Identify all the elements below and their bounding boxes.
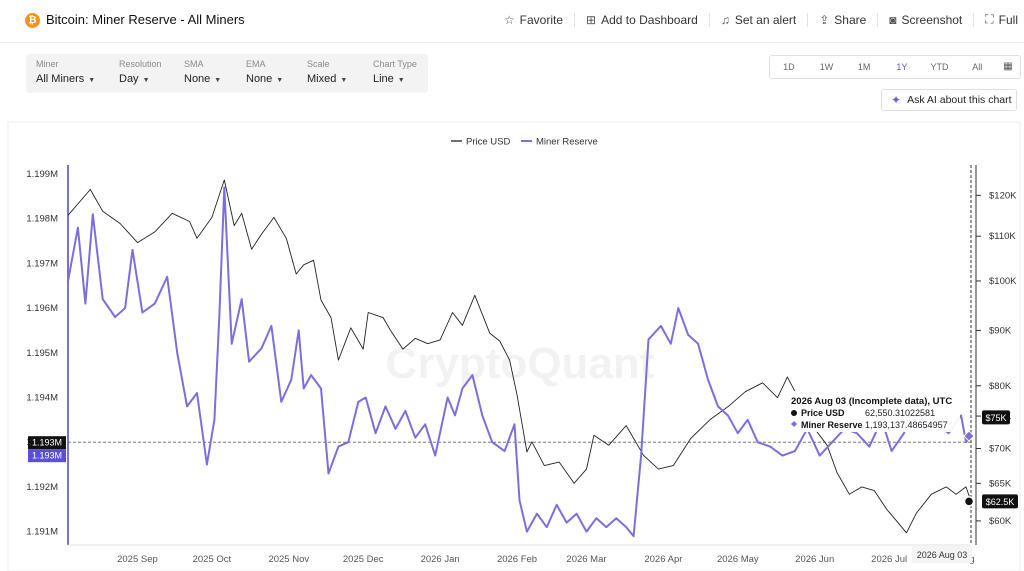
range-1y-button[interactable]: 1Y [896, 62, 908, 72]
price-tag-75k-bg [982, 410, 1010, 425]
x-tick-label: 2026 Apr [644, 554, 682, 565]
tooltip-reserve-marker [791, 421, 797, 427]
price-tag-current-bg [982, 494, 1018, 509]
bell-icon: ♫ [720, 12, 730, 27]
left-tick-label: 1.196M [26, 303, 58, 314]
crosshair-x-label-bg [912, 546, 972, 563]
tooltip-price-name: Price USD [801, 408, 845, 418]
price-end-marker [963, 496, 975, 507]
range-all-button[interactable]: All [972, 62, 983, 72]
scale-dropdown[interactable]: Scale Mixed ▼ [307, 59, 348, 85]
ask-ai-button[interactable]: ✦ Ask AI about this chart [881, 89, 1017, 111]
time-range-selector: 1D 1W 1M 1Y YTD All ▦ [769, 55, 1021, 79]
sma-dropdown[interactable]: SMA None ▼ [184, 59, 222, 85]
range-1m-button[interactable]: 1M [857, 62, 871, 72]
legend-label-reserve: Miner Reserve [536, 137, 598, 148]
series-line-miner-reserve [67, 186, 972, 538]
crosshair-x-label: 2026 Aug 03 [917, 550, 968, 560]
x-tick-label: 2025 Dec [343, 554, 384, 565]
right-tick-label: $90K [989, 325, 1012, 336]
chart-filters: Miner All Miners ▼ Resolution Day ▼ SMA None ▼… [26, 54, 428, 93]
series-line-price-usd [67, 179, 972, 534]
range-1w-button[interactable]: 1W [819, 62, 834, 72]
reserve-value-label: 1.193M [32, 451, 62, 461]
x-tick-label: 2025 Nov [268, 554, 309, 565]
header-bar: ₿ Bitcoin: Miner Reserve - All Miners ☆ F… [0, 0, 1024, 43]
share-button[interactable]: ⇪ Share [808, 12, 879, 27]
page-title: Bitcoin: Miner Reserve - All Miners [46, 12, 245, 27]
watermark: CryptoQuant [386, 339, 655, 388]
screenshot-button[interactable]: ◙ Screenshot [878, 12, 975, 27]
price-tag-75k: $75K [985, 413, 1006, 423]
resolution-dropdown[interactable]: Resolution Day ▼ [119, 59, 162, 85]
left-tick-label: 1.191M [26, 527, 58, 538]
left-tick-label: 1.197M [26, 258, 58, 269]
chart-frame [7, 121, 1021, 571]
right-tick-label: $110K [989, 231, 1016, 242]
crosshair-y-label-bg [28, 436, 66, 450]
right-tick-label: $70K [989, 443, 1012, 454]
price-tag-current: $62.5K [986, 497, 1015, 507]
x-tick-label: 2026 May [717, 554, 759, 565]
x-tick-label: 2026 Jun [795, 554, 834, 565]
chevron-down-icon: ▼ [397, 77, 405, 84]
left-tick-label: 1.192M [26, 482, 58, 493]
sparkle-icon: ✦ [891, 93, 902, 107]
crosshair-y-label: 1.193M [32, 438, 62, 448]
dashboard-add-icon: ⊞ [586, 12, 597, 27]
add-to-dashboard-button[interactable]: ⊞ Add to Dashboard [575, 12, 710, 27]
range-ytd-button[interactable]: YTD [930, 62, 949, 72]
share-icon: ⇪ [819, 12, 830, 27]
left-tick-label: 1.194M [26, 392, 58, 403]
camera-icon: ◙ [889, 12, 897, 27]
set-alert-button[interactable]: ♫ Set an alert [710, 12, 809, 27]
left-tick-label: 1.195M [26, 348, 58, 359]
chevron-down-icon: ▼ [214, 77, 222, 84]
chevron-down-icon: ▼ [142, 77, 150, 84]
x-tick-label: 2026 Feb [497, 554, 537, 565]
tooltip-price-value: 62,550.31022581 [865, 408, 935, 418]
chevron-down-icon: ▼ [88, 77, 96, 84]
right-tick-label: $120K [989, 190, 1017, 201]
favorite-button[interactable]: ☆ Favorite [493, 12, 576, 27]
tooltip-title: 2026 Aug 03 (Incomplete data), UTC [791, 396, 952, 407]
fullscreen-button[interactable]: ⛶ Full [985, 12, 1018, 27]
tooltip-box [784, 391, 960, 432]
chart-type-dropdown[interactable]: Chart Type Line ▼ [373, 59, 417, 85]
chevron-down-icon: ▼ [276, 77, 284, 84]
left-tick-label: 1.198M [26, 214, 58, 225]
x-tick-label: 2026 Mar [566, 554, 606, 565]
x-tick-label: 2026 Jul [871, 554, 907, 565]
header-actions: ☆ Favorite ⊞ Add to Dashboard ♫ Set an aler… [493, 12, 1024, 27]
right-tick-label: $65K [989, 478, 1012, 489]
x-tick-label: 2025 Oct [193, 554, 232, 565]
reserve-value-label-bg [28, 449, 66, 463]
reserve-end-marker [963, 430, 975, 442]
legend-label-price: Price USD [466, 137, 510, 148]
ema-dropdown[interactable]: EMA None ▼ [246, 59, 284, 85]
tooltip-reserve-name: Miner Reserve [801, 420, 863, 430]
right-tick-label: $100K [989, 276, 1017, 287]
right-tick-label: $60K [989, 516, 1012, 527]
calendar-icon[interactable]: ▦ [1003, 61, 1013, 72]
left-tick-label: 1.199M [26, 169, 58, 180]
fullscreen-icon: ⛶ [985, 12, 994, 26]
bitcoin-icon: ₿ [25, 13, 40, 28]
chevron-down-icon: ▼ [340, 77, 348, 84]
x-tick-label: 2026 Jan [421, 554, 460, 565]
right-tick-label: $80K [989, 381, 1012, 392]
tooltip-price-dot [791, 410, 797, 416]
x-tick-label: 2025 Sep [117, 554, 158, 565]
star-icon: ☆ [503, 12, 515, 27]
tooltip-reserve-value: 1,193,137.48654957 [865, 420, 948, 430]
range-1d-button[interactable]: 1D [783, 62, 795, 72]
miner-dropdown[interactable]: Miner All Miners ▼ [36, 59, 96, 85]
